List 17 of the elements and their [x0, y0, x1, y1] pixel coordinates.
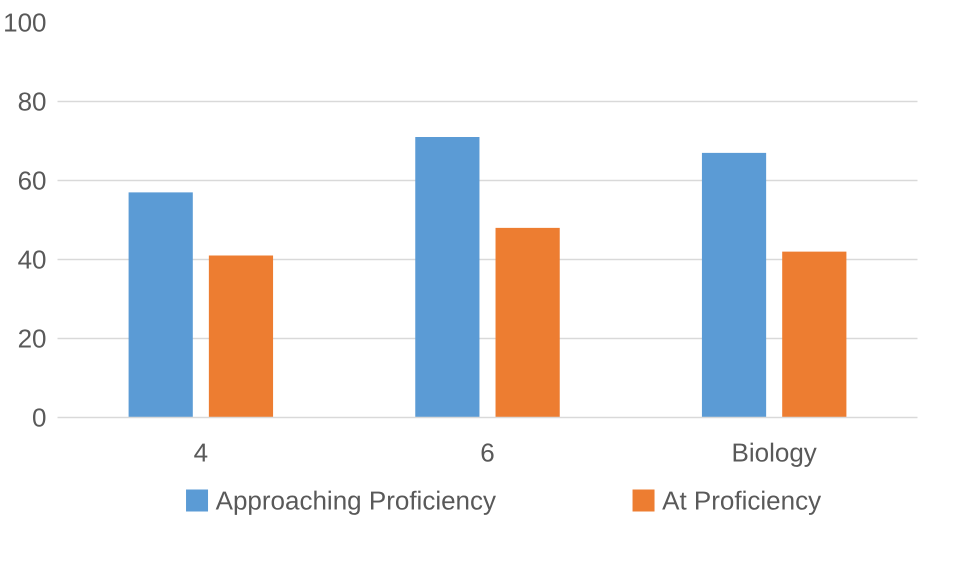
y-tick-label: 80	[18, 86, 46, 116]
y-tick-label: 0	[32, 402, 47, 432]
x-tick-label: 6	[480, 438, 495, 468]
bar	[208, 256, 274, 418]
bar	[782, 252, 846, 418]
bar	[702, 152, 766, 418]
legend-label: At Proficiency	[662, 486, 822, 516]
y-tick-label: 40	[18, 244, 46, 274]
bar	[415, 137, 480, 418]
y-tick-label: 100	[3, 8, 47, 38]
legend-label: Approaching Proficiency	[216, 486, 496, 516]
y-tick-label: 60	[18, 166, 46, 196]
y-tick-label: 20	[18, 324, 46, 354]
x-tick-label: Biology	[732, 438, 817, 468]
bar	[496, 228, 560, 418]
x-tick-label: 4	[194, 438, 208, 468]
bar	[128, 192, 193, 418]
